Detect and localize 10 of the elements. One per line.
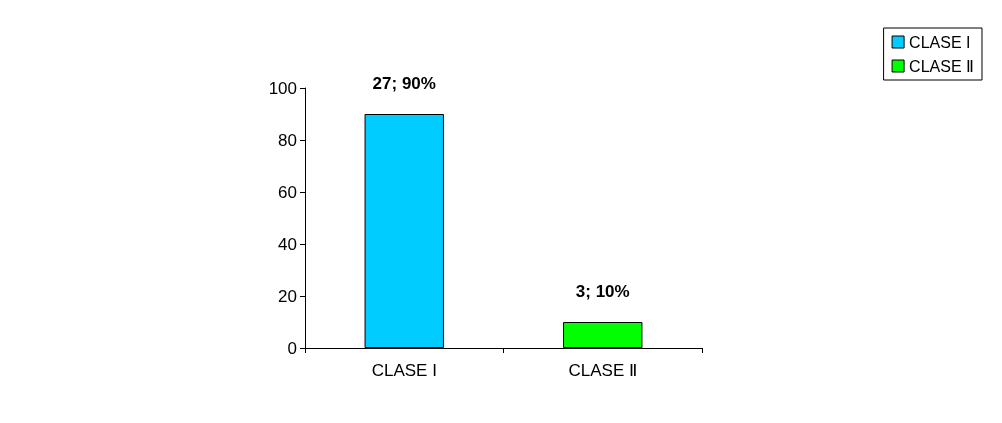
y-tick-label: 40	[278, 234, 297, 254]
y-tick-label: 80	[278, 130, 297, 150]
y-tick-label: 0	[287, 338, 297, 358]
legend-label: CLASE Ⅱ	[909, 57, 975, 75]
data-label: 27; 90%	[372, 74, 436, 93]
data-label: 3; 10%	[575, 282, 630, 301]
legend-label: CLASE I	[909, 33, 971, 51]
y-tick-label: 20	[278, 286, 297, 306]
y-tick-label: 100	[268, 78, 297, 98]
y-tick-label: 60	[278, 182, 297, 202]
